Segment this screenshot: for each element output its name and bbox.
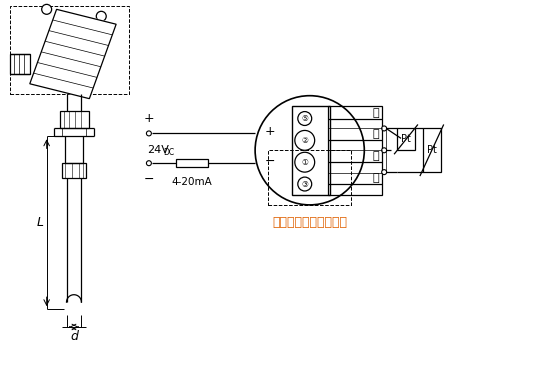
Circle shape [382, 126, 386, 131]
Text: Pt: Pt [401, 134, 411, 144]
Circle shape [255, 96, 364, 205]
Text: ⑤: ⑤ [301, 114, 308, 123]
Circle shape [382, 148, 386, 153]
Circle shape [96, 11, 106, 21]
Circle shape [295, 152, 315, 172]
Text: ③: ③ [301, 180, 308, 189]
Text: 热电阻：三线或四线制: 热电阻：三线或四线制 [272, 216, 347, 229]
Text: DC: DC [163, 148, 174, 157]
Text: 4-20mA: 4-20mA [172, 177, 212, 187]
Circle shape [146, 131, 151, 136]
Text: d: d [70, 330, 78, 343]
Bar [60, 111, 89, 129]
Text: 红: 红 [372, 151, 379, 161]
Text: Pt: Pt [427, 145, 437, 155]
Text: L: L [36, 216, 43, 229]
Circle shape [42, 5, 51, 14]
Circle shape [295, 130, 315, 150]
Circle shape [146, 161, 151, 166]
Bar [176, 159, 209, 167]
Text: 白: 白 [372, 129, 379, 139]
Text: +: + [264, 125, 275, 138]
Bar [292, 105, 330, 195]
Text: 白: 白 [372, 107, 379, 118]
Text: 红: 红 [372, 173, 379, 183]
Bar [327, 105, 382, 195]
Text: −: − [264, 155, 275, 168]
Bar [268, 150, 351, 205]
Polygon shape [30, 9, 116, 99]
Text: ②: ② [301, 136, 308, 145]
Text: −: − [144, 173, 154, 186]
Circle shape [382, 170, 386, 175]
Circle shape [298, 177, 312, 191]
Text: +: + [144, 113, 154, 125]
Bar [423, 129, 441, 172]
Text: ①: ① [301, 158, 308, 167]
Bar [10, 6, 129, 94]
Text: 24V: 24V [147, 145, 169, 155]
Circle shape [298, 112, 312, 125]
Bar [397, 129, 415, 150]
Bar [10, 54, 30, 74]
Bar [62, 163, 86, 178]
